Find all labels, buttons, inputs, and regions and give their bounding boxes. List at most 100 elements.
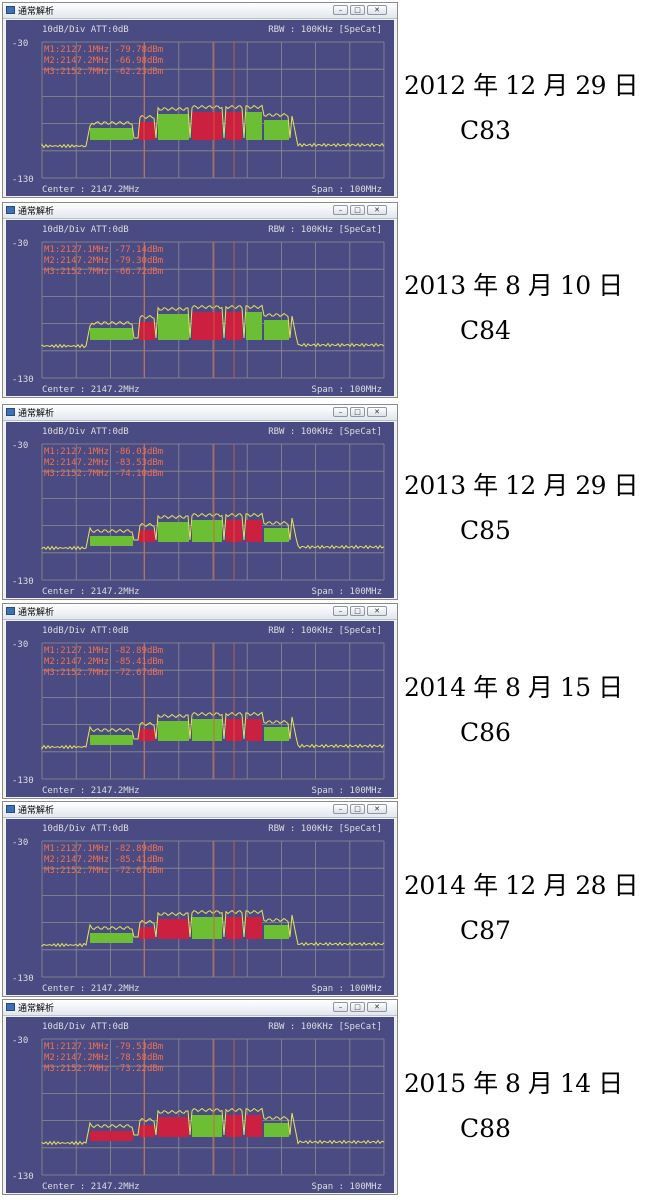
minimize-button[interactable]: – bbox=[333, 606, 348, 616]
spectrum-screen: 10dB/Div ATT:0dB RBW : 100KHz [SpeCat] -30… bbox=[6, 819, 394, 995]
marker-readout: M3:2152.7MHz -66.72dBm bbox=[44, 267, 163, 277]
center-frequency-label: Center : 2147.2MHz bbox=[42, 786, 140, 796]
channel-block-red bbox=[139, 122, 155, 140]
channel-block-green bbox=[90, 128, 133, 140]
channel-block-green bbox=[264, 120, 289, 140]
maximize-button[interactable]: □ bbox=[350, 1002, 365, 1012]
center-frequency-label: Center : 2147.2MHz bbox=[42, 385, 140, 395]
ref-bottom-label: -130 bbox=[12, 375, 34, 385]
app-icon bbox=[6, 206, 15, 214]
close-button[interactable]: ✕ bbox=[367, 5, 387, 15]
close-button[interactable]: ✕ bbox=[367, 1002, 387, 1012]
window-titlebar[interactable]: 通常解析 – □ ✕ bbox=[3, 3, 397, 19]
capture-date: 2015 年 8 月 14 日 bbox=[404, 1069, 623, 1098]
marker-readout: M2:2147.2MHz -79.30dBm bbox=[44, 256, 163, 266]
maximize-button[interactable]: □ bbox=[350, 5, 365, 15]
channel-block-red bbox=[139, 322, 155, 340]
analyzer-window: 通常解析 – □ ✕ 10dB/Div ATT:0dB RBW : 100KHz … bbox=[2, 404, 398, 600]
spectrum-screen: 10dB/Div ATT:0dB RBW : 100KHz [SpeCat] -30… bbox=[6, 220, 394, 396]
app-icon bbox=[6, 607, 15, 615]
scale-label: 10dB/Div ATT:0dB bbox=[42, 626, 129, 636]
close-button[interactable]: ✕ bbox=[367, 205, 387, 215]
event-code: C83 bbox=[460, 116, 511, 145]
window-title: 通常解析 bbox=[18, 1004, 55, 1014]
marker-readout: M3:2152.7MHz -72.67dBm bbox=[44, 866, 163, 876]
channel-block-green bbox=[158, 721, 189, 741]
marker-readout: M2:2147.2MHz -83.53dBm bbox=[44, 458, 163, 468]
maximize-button[interactable]: □ bbox=[350, 804, 365, 814]
window-titlebar[interactable]: 通常解析 – □ ✕ bbox=[3, 203, 397, 219]
channel-block-green bbox=[264, 1123, 289, 1137]
rbw-label: RBW : 100KHz [SpeCat] bbox=[268, 25, 382, 35]
spectrum-trace bbox=[41, 304, 385, 349]
channel-block-green bbox=[158, 314, 189, 340]
ref-bottom-label: -130 bbox=[12, 776, 34, 786]
channel-block-green bbox=[264, 727, 289, 741]
window-titlebar[interactable]: 通常解析 – □ ✕ bbox=[3, 1000, 397, 1016]
analyzer-window: 通常解析 – □ ✕ 10dB/Div ATT:0dB RBW : 100KHz … bbox=[2, 999, 398, 1195]
event-code: C84 bbox=[460, 316, 511, 345]
rbw-label: RBW : 100KHz [SpeCat] bbox=[268, 225, 382, 235]
ref-top-label: -30 bbox=[12, 39, 28, 49]
channel-block-red bbox=[192, 112, 222, 140]
spectrum-screen: 10dB/Div ATT:0dB RBW : 100KHz [SpeCat] -30… bbox=[6, 422, 394, 598]
minimize-button[interactable]: – bbox=[333, 1002, 348, 1012]
event-code: C87 bbox=[460, 916, 511, 945]
minimize-button[interactable]: – bbox=[333, 205, 348, 215]
rbw-label: RBW : 100KHz [SpeCat] bbox=[268, 427, 382, 437]
ref-top-label: -30 bbox=[12, 640, 28, 650]
scale-label: 10dB/Div ATT:0dB bbox=[42, 25, 129, 35]
marker-readout: M2:2147.2MHz -78.58dBm bbox=[44, 1053, 163, 1063]
center-frequency-label: Center : 2147.2MHz bbox=[42, 984, 140, 994]
analyzer-window: 通常解析 – □ ✕ 10dB/Div ATT:0dB RBW : 100KHz … bbox=[2, 801, 398, 997]
spectrum-trace bbox=[41, 104, 385, 149]
close-button[interactable]: ✕ bbox=[367, 804, 387, 814]
spectrum-plot: 10dB/Div ATT:0dB RBW : 100KHz [SpeCat] -30… bbox=[12, 427, 385, 597]
window-title: 通常解析 bbox=[18, 608, 55, 618]
analyzer-window: 通常解析 – □ ✕ 10dB/Div ATT:0dB RBW : 100KHz … bbox=[2, 603, 398, 799]
marker-readout: M3:2152.7MHz -62.23dBm bbox=[44, 67, 163, 77]
window-title: 通常解析 bbox=[18, 409, 55, 419]
minimize-button[interactable]: – bbox=[333, 804, 348, 814]
maximize-button[interactable]: □ bbox=[350, 407, 365, 417]
window-titlebar[interactable]: 通常解析 – □ ✕ bbox=[3, 405, 397, 421]
analyzer-window: 通常解析 – □ ✕ 10dB/Div ATT:0dB RBW : 100KHz … bbox=[2, 2, 398, 198]
marker-readout: M1:2127.1MHz -82.89dBm bbox=[44, 646, 163, 656]
center-frequency-label: Center : 2147.2MHz bbox=[42, 587, 140, 597]
app-icon bbox=[6, 408, 15, 416]
analyzer-window: 通常解析 – □ ✕ 10dB/Div ATT:0dB RBW : 100KHz … bbox=[2, 202, 398, 398]
maximize-button[interactable]: □ bbox=[350, 606, 365, 616]
window-titlebar[interactable]: 通常解析 – □ ✕ bbox=[3, 802, 397, 818]
channel-block-green bbox=[90, 735, 133, 745]
spectrum-plot: 10dB/Div ATT:0dB RBW : 100KHz [SpeCat] -30… bbox=[12, 25, 385, 195]
ref-bottom-label: -130 bbox=[12, 1172, 34, 1182]
close-button[interactable]: ✕ bbox=[367, 407, 387, 417]
maximize-button[interactable]: □ bbox=[350, 205, 365, 215]
marker-readout: M3:2152.7MHz -74.10dBm bbox=[44, 469, 163, 479]
capture-date: 2013 年 8 月 10 日 bbox=[404, 271, 623, 300]
channel-block-red bbox=[139, 1125, 155, 1137]
spectrum-plot: 10dB/Div ATT:0dB RBW : 100KHz [SpeCat] -30… bbox=[12, 626, 385, 796]
app-icon bbox=[6, 1003, 15, 1011]
app-icon bbox=[6, 6, 15, 14]
channel-block-green bbox=[90, 328, 133, 340]
app-icon bbox=[6, 805, 15, 813]
close-button[interactable]: ✕ bbox=[367, 606, 387, 616]
marker-readout: M3:2152.7MHz -72.67dBm bbox=[44, 668, 163, 678]
marker-readout: M3:2152.7MHz -73.22dBm bbox=[44, 1064, 163, 1074]
spectrum-plot: 10dB/Div ATT:0dB RBW : 100KHz [SpeCat] -30… bbox=[12, 824, 385, 994]
minimize-button[interactable]: – bbox=[333, 5, 348, 15]
channel-block-red bbox=[246, 1115, 262, 1137]
marker-readout: M2:2147.2MHz -66.98dBm bbox=[44, 56, 163, 66]
spectrum-trace bbox=[41, 711, 385, 751]
scale-label: 10dB/Div ATT:0dB bbox=[42, 824, 129, 834]
spectrum-trace bbox=[41, 1107, 385, 1146]
ref-top-label: -30 bbox=[12, 239, 28, 249]
scale-label: 10dB/Div ATT:0dB bbox=[42, 225, 129, 235]
marker-readout: M1:2127.1MHz -82.89dBm bbox=[44, 844, 163, 854]
minimize-button[interactable]: – bbox=[333, 407, 348, 417]
window-titlebar[interactable]: 通常解析 – □ ✕ bbox=[3, 604, 397, 620]
ref-top-label: -30 bbox=[12, 1036, 28, 1046]
capture-date: 2014 年 12 月 28 日 bbox=[404, 871, 638, 900]
channel-block-red bbox=[158, 1117, 189, 1137]
